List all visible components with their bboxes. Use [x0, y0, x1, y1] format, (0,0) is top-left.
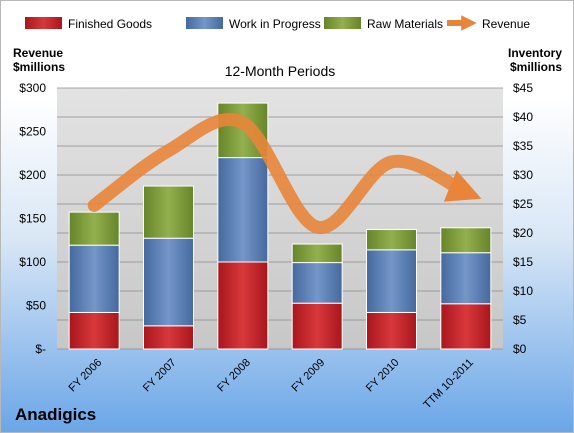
- right-axis-tick-label: $20: [513, 226, 533, 240]
- bar-segment-finished-goods: [68, 311, 120, 350]
- left-axis-label-line1: Revenue: [13, 46, 63, 60]
- legend-swatch-raw-materials: [324, 17, 361, 29]
- bar-segment-raw-materials: [143, 185, 194, 239]
- bar-segment-work-in-progress: [291, 262, 343, 304]
- legend-swatch-work-in-progress: [186, 17, 223, 29]
- bar-segment-finished-goods: [291, 302, 343, 350]
- right-axis-tick-label: $10: [513, 284, 533, 298]
- bar-segment-finished-goods: [143, 325, 194, 350]
- legend-label-work-in-progress: Work in Progress: [229, 17, 321, 31]
- right-axis-tick-label: $15: [513, 255, 533, 269]
- chart-title: 12-Month Periods: [225, 63, 336, 79]
- right-axis-label-line2: $millions: [510, 60, 562, 74]
- bar-segment-finished-goods: [366, 311, 417, 350]
- bar-segment-work-in-progress: [143, 237, 194, 327]
- right-axis-tick-label: $5: [513, 313, 527, 327]
- right-axis-label-line1: Inventory: [508, 46, 562, 60]
- right-axis-tick-label: $35: [513, 139, 533, 153]
- x-axis-tick-label: FY 2008: [215, 357, 253, 395]
- bar-segment-work-in-progress: [217, 157, 269, 263]
- right-axis-tick-label: $25: [513, 197, 533, 211]
- legend-swatch-finished-goods: [25, 17, 62, 29]
- revenue-line: [87, 112, 482, 234]
- bar-segment-work-in-progress: [366, 249, 417, 313]
- x-axis-tick-label: TTM 10-2011: [421, 357, 476, 412]
- left-axis-tick-label: $250: [19, 125, 46, 139]
- x-axis-tick-label: FY 2006: [67, 357, 105, 395]
- x-axis-tick-label: FY 2010: [364, 357, 402, 395]
- legend-label-finished-goods: Finished Goods: [68, 17, 152, 31]
- legend-label-revenue: Revenue: [482, 17, 530, 31]
- right-axis-tick-label: $30: [513, 168, 533, 182]
- bar-segment-work-in-progress: [440, 252, 492, 305]
- right-axis-tick-label: $40: [513, 110, 533, 124]
- x-axis-tick-label: FY 2009: [290, 357, 328, 395]
- right-axis-tick-label: $0: [513, 342, 527, 356]
- bar-segment-work-in-progress: [68, 244, 120, 313]
- left-axis-tick-label: $100: [19, 255, 46, 269]
- left-axis-tick-label: $-: [35, 342, 46, 356]
- bar-segment-raw-materials: [440, 227, 492, 254]
- x-axis-tick-label: FY 2007: [141, 357, 179, 395]
- bar-segment-raw-materials: [68, 211, 120, 246]
- left-axis-tick-label: $150: [19, 212, 46, 226]
- company-name: Anadigics: [15, 405, 97, 424]
- bar-segment-finished-goods: [440, 303, 492, 350]
- legend-label-raw-materials: Raw Materials: [367, 17, 443, 31]
- legend: Finished Goods Work in Progress Raw Mate…: [25, 15, 530, 31]
- bar-segment-raw-materials: [291, 243, 343, 264]
- plot-background: [57, 88, 503, 349]
- right-axis-tick-label: $45: [513, 81, 533, 95]
- left-axis-tick-label: $200: [19, 168, 46, 182]
- left-axis-tick-label: $300: [19, 81, 46, 95]
- bar-segment-finished-goods: [217, 261, 269, 350]
- bar-segment-raw-materials: [366, 229, 417, 251]
- left-axis-label-line2: $millions: [13, 60, 65, 74]
- left-axis-tick-label: $50: [26, 299, 46, 313]
